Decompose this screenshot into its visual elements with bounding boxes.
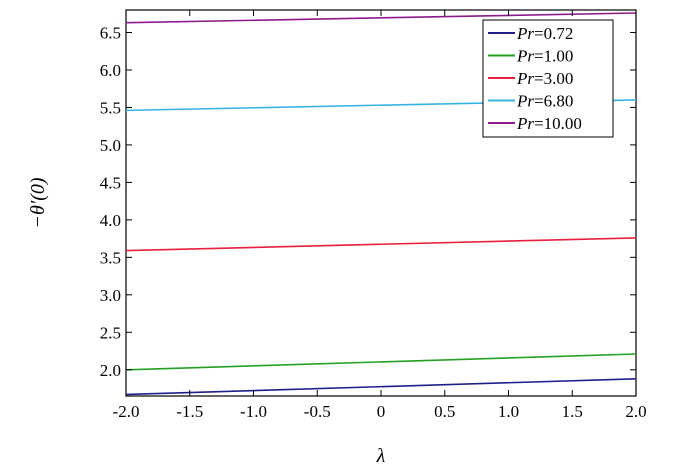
y-tick-label: 6.5 <box>100 23 121 42</box>
y-tick-label: 4.5 <box>100 173 121 192</box>
legend-label-var: Pr <box>516 114 534 133</box>
axis-ticks: -2.0 -1.5 -1.0 -0.5 0 0.5 1.0 1.5 2.0 2.0 2.5 3.0 3.… <box>100 10 647 421</box>
y-tick-label: 2.5 <box>100 323 121 342</box>
y-tick-label: 3.5 <box>100 248 121 267</box>
legend-label-value: =6.80 <box>534 92 573 111</box>
legend-label-value: =3.00 <box>534 69 573 88</box>
legend-label: Pr=0.72 <box>516 24 573 43</box>
x-tick-label: 1.0 <box>498 402 519 421</box>
x-tick-label: -0.5 <box>304 402 331 421</box>
x-tick-label: -2.0 <box>113 402 140 421</box>
series-line-2 <box>125 237 637 252</box>
x-tick-label: -1.0 <box>240 402 267 421</box>
y-tick-label: 5.0 <box>100 136 121 155</box>
y-axis-title: −θ′(0) <box>27 177 49 228</box>
x-tick-label: 0.5 <box>434 402 455 421</box>
series-line-1 <box>125 353 637 371</box>
y-tick-label: 2.0 <box>100 361 121 380</box>
legend-label-value: =0.72 <box>534 24 573 43</box>
y-tick-label: 3.0 <box>100 286 121 305</box>
x-tick-label: 2.0 <box>625 402 646 421</box>
legend-label-value: =10.00 <box>534 114 582 133</box>
x-tick-label: 1.5 <box>562 402 583 421</box>
legend-label: Pr=1.00 <box>516 47 573 66</box>
legend-label: Pr=6.80 <box>516 92 573 111</box>
legend-label-var: Pr <box>516 69 534 88</box>
x-axis-title: λ <box>376 445 386 467</box>
series-line-0 <box>125 378 637 396</box>
legend-label: Pr=3.00 <box>516 69 573 88</box>
y-tick-label: 4.0 <box>100 211 121 230</box>
y-tick-label: 6.0 <box>100 61 121 80</box>
y-tick-label: 5.5 <box>100 98 121 117</box>
legend-label: Pr=10.00 <box>516 114 582 133</box>
x-tick-label: -1.5 <box>176 402 203 421</box>
series-line-4 <box>125 12 637 24</box>
legend-label-var: Pr <box>516 24 534 43</box>
legend-label-value: =1.00 <box>534 47 573 66</box>
legend-label-var: Pr <box>516 47 534 66</box>
x-tick-label: 0 <box>377 402 386 421</box>
legend-label-var: Pr <box>516 92 534 111</box>
